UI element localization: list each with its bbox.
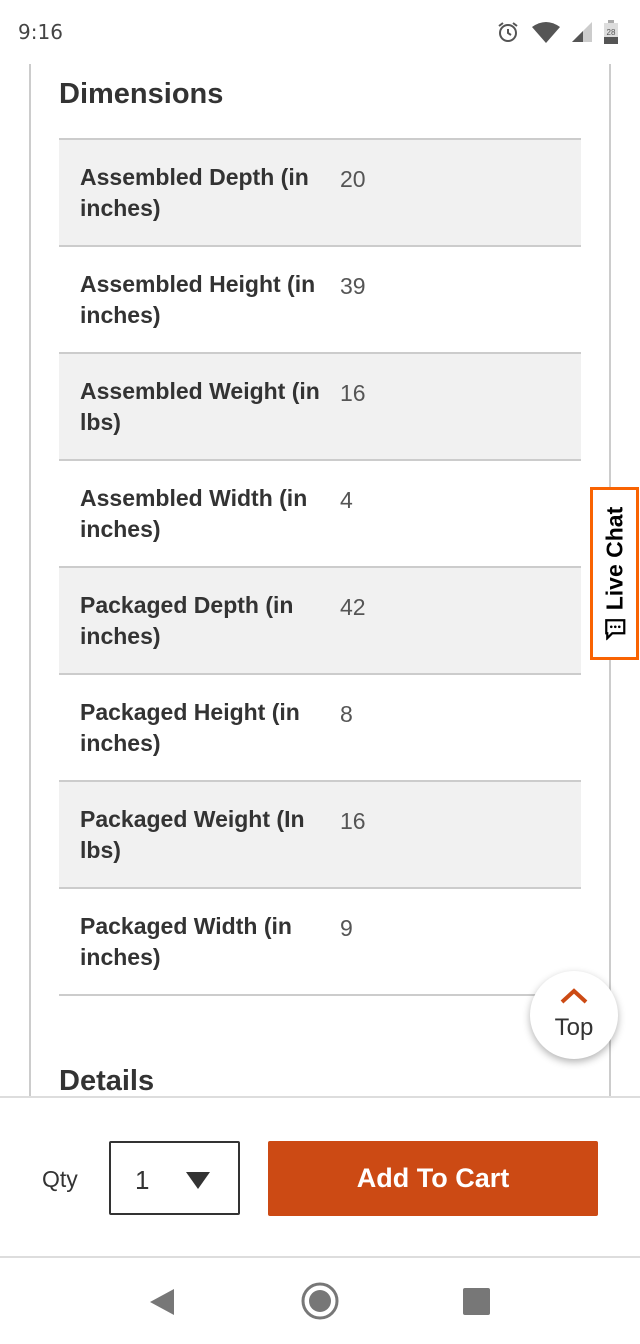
row-label: Assembled Depth (in inches) — [80, 164, 309, 221]
row-label: Assembled Weight (in lbs) — [80, 378, 320, 435]
row-value: 8 — [340, 701, 353, 727]
row-label: Packaged Weight (In lbs) — [80, 806, 305, 863]
status-time: 9:16 — [18, 20, 63, 44]
qty-label: Qty — [42, 1166, 78, 1192]
table-row: Assembled Height (in inches) 39 — [59, 247, 581, 354]
live-chat-label: Live Chat — [601, 506, 627, 611]
row-value: 42 — [340, 594, 366, 620]
quantity-select[interactable]: 1 — [109, 1141, 240, 1215]
wifi-icon — [532, 22, 560, 43]
signal-icon — [572, 22, 592, 42]
row-label: Assembled Height (in inches) — [80, 271, 316, 328]
add-to-cart-button[interactable]: Add To Cart — [268, 1141, 598, 1216]
table-row: Packaged Height (in inches) 8 — [59, 675, 581, 782]
section-title: Dimensions — [59, 78, 224, 110]
row-value: 4 — [340, 487, 353, 513]
home-icon[interactable] — [300, 1281, 340, 1321]
row-label: Assembled Width (in inches) — [80, 485, 308, 542]
row-value: 9 — [340, 915, 353, 941]
details-title: Details — [59, 1065, 155, 1097]
table-row: Assembled Depth (in inches) 20 — [59, 140, 581, 247]
system-nav-bar — [0, 1258, 640, 1344]
table-row: Assembled Width (in inches) 4 — [59, 461, 581, 568]
svg-text:28: 28 — [607, 28, 616, 37]
battery-icon: 28 — [604, 20, 618, 44]
table-row: Packaged Depth (in inches) 42 — [59, 568, 581, 675]
row-value: 20 — [340, 166, 366, 192]
alarm-icon — [498, 22, 518, 42]
quantity-value: 1 — [135, 1165, 150, 1195]
status-bar: 9:16 28 — [0, 0, 640, 64]
table-row: Packaged Weight (In lbs) 16 — [59, 782, 581, 889]
dropdown-arrow-icon — [186, 1172, 210, 1189]
table-row: Assembled Weight (in lbs) 16 — [59, 354, 581, 461]
table-row: Packaged Width (in inches) 9 — [59, 889, 581, 996]
chat-bubble-icon — [604, 619, 625, 641]
row-value: 39 — [340, 273, 366, 299]
row-label: Packaged Depth (in inches) — [80, 592, 294, 649]
row-value: 16 — [340, 380, 366, 406]
row-value: 16 — [340, 808, 366, 834]
row-label: Packaged Height (in inches) — [80, 699, 300, 756]
dimensions-table: Assembled Depth (in inches) 20 Assembled … — [59, 138, 581, 996]
recents-icon[interactable] — [463, 1288, 490, 1315]
back-to-top-button[interactable]: Top — [530, 971, 618, 1059]
top-label: Top — [554, 1014, 594, 1041]
add-to-cart-bar: Qty 1 Add To Cart — [0, 1096, 640, 1258]
back-icon[interactable] — [148, 1287, 176, 1317]
live-chat-button[interactable]: Live Chat — [590, 487, 639, 660]
row-label: Packaged Width (in inches) — [80, 913, 292, 970]
chevron-up-icon — [560, 988, 588, 1004]
